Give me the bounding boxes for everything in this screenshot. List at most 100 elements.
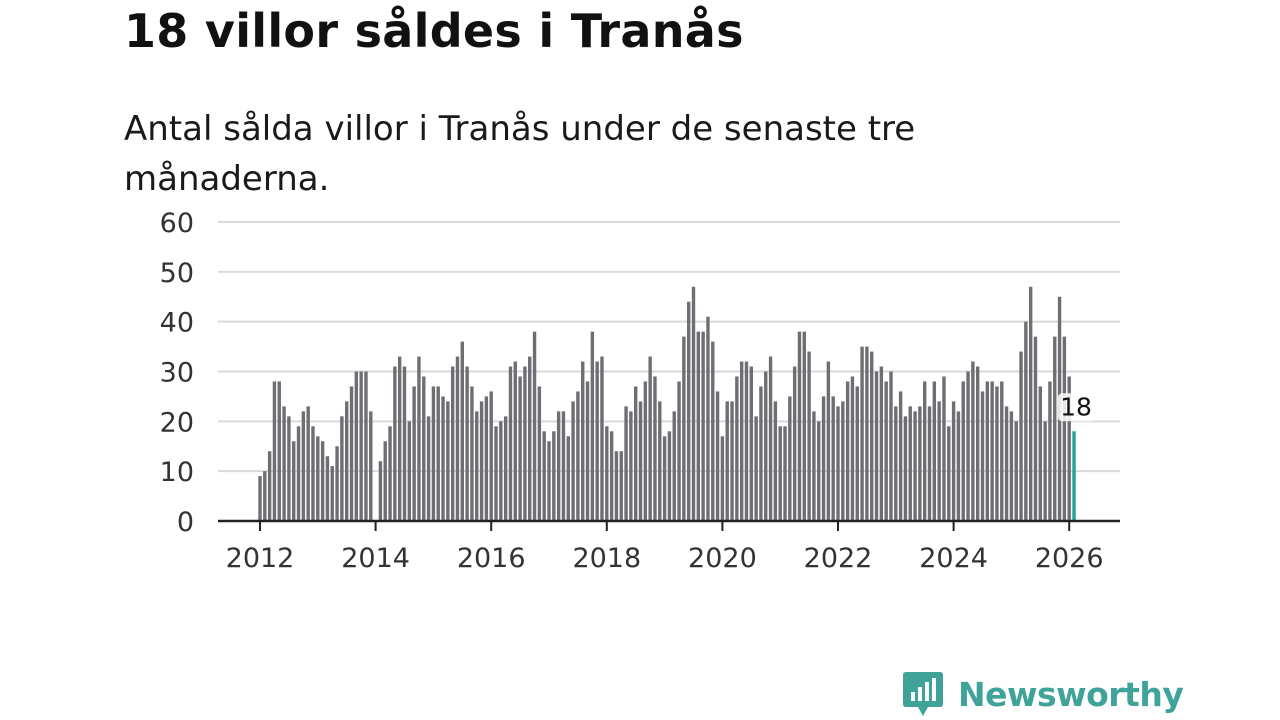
bar-17 [340,416,344,521]
bar-55 [523,366,527,521]
bar-56 [528,356,532,521]
bar-107 [773,401,778,521]
bar-72 [605,426,609,521]
bar-30 [402,366,407,521]
bar-79 [638,401,643,521]
bar-5 [282,406,286,521]
highlight-label-bg [1058,393,1095,422]
bar-41 [455,356,460,521]
bar-29 [397,356,402,521]
bar-74 [614,451,619,521]
bar-121 [841,401,845,521]
bar-26 [383,441,387,521]
bar-165 [1053,336,1057,521]
y-tick-label-40: 40 [160,308,194,339]
bar-158 [1019,351,1023,521]
bar-84 [662,436,667,521]
bar-103 [754,416,758,521]
bar-59 [542,431,546,521]
bar-13 [320,441,325,521]
bar-54 [518,376,522,521]
newsworthy-logo-icon [903,672,943,716]
bar-157 [1014,421,1018,521]
bar-163 [1043,421,1047,521]
bar-67 [581,361,585,521]
bar-64 [566,436,570,521]
bar-20 [354,371,359,521]
bar-68 [585,381,590,521]
x-tick-label-2012: 2012 [226,543,295,574]
bar-88 [682,336,686,521]
bar-82 [653,376,657,521]
y-tick-label-50: 50 [160,258,194,289]
bar-2 [267,451,272,521]
bar-44 [470,386,474,521]
bar-126 [865,346,869,521]
bar-45 [475,411,479,521]
bar-23 [369,411,373,521]
bar-146 [961,381,965,521]
bar-43 [465,366,469,521]
bar-159 [1024,321,1028,521]
bar-142 [942,376,946,521]
bar-155 [1004,406,1009,521]
y-tick-label-30: 30 [160,358,194,389]
y-tick-label-60: 60 [160,208,194,239]
bar-8 [296,426,301,521]
bar-99 [735,376,739,521]
bar-118 [826,361,831,521]
bar-116 [817,421,821,521]
bar-4 [277,381,281,521]
bar-124 [855,386,859,521]
x-tick-label-2026: 2026 [1035,543,1104,574]
x-tick-label-2018: 2018 [572,543,641,574]
bar-104 [759,386,763,521]
bar-137 [918,406,922,521]
x-tick-label-2024: 2024 [919,543,988,574]
x-tick-label-2020: 2020 [688,543,757,574]
bar-112 [797,331,802,521]
bar-110 [788,396,792,521]
y-tick-label-10: 10 [160,457,194,488]
bar-85 [667,431,672,521]
bar-15 [330,466,334,521]
y-tick-label-0: 0 [177,507,194,538]
bar-113 [802,331,806,521]
bar-19 [349,386,354,521]
newsworthy-logo-text: Newsworthy [958,674,1184,714]
bar-156 [1009,411,1014,521]
bar-62 [556,411,561,521]
bar-108 [778,426,782,521]
bar-27 [388,426,392,521]
bar-9 [301,411,306,521]
y-tick-label-20: 20 [160,407,194,438]
bar-3 [272,381,277,521]
bar-58 [537,386,542,521]
bar-130 [884,381,888,521]
bar-6 [287,416,291,521]
bar-102 [749,366,753,521]
bar-86 [672,411,676,521]
bar-83 [658,401,662,521]
bar-92 [701,331,705,521]
bar-93 [706,316,710,521]
bar-154 [1000,381,1004,521]
bar-151 [985,381,990,521]
bar-111 [792,366,797,521]
bar-122 [845,381,850,521]
bar-105 [764,371,768,521]
bar-60 [547,441,551,521]
bar-21 [359,371,363,521]
bar-127 [870,351,874,521]
bar-66 [576,391,580,521]
chart-subtitle: Antal sålda villor i Tranås under de sen… [124,109,916,199]
bar-100 [739,361,744,521]
bar-164 [1048,381,1052,521]
bar-90 [691,286,696,521]
bar-134 [903,416,908,521]
bar-50 [499,421,503,521]
bar-77 [629,411,633,521]
bar-119 [831,396,835,521]
bar-109 [783,426,787,521]
chart-title: 18 villor såldes i Tranås [124,4,744,58]
